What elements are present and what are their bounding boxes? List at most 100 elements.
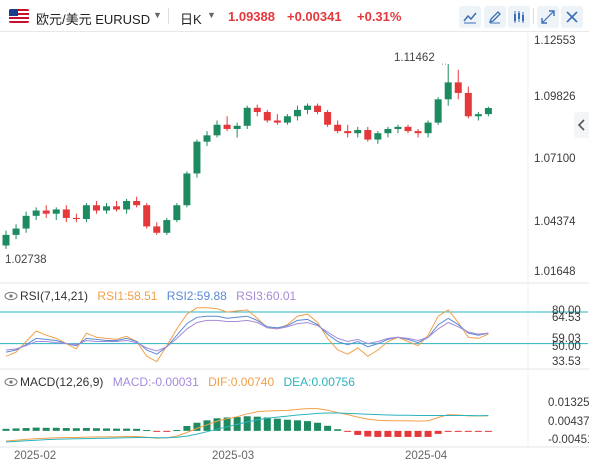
macd-bar xyxy=(133,428,141,431)
toolbar-divider xyxy=(533,8,534,24)
interval-selector[interactable]: 日K xyxy=(180,12,202,27)
price-axis-tick: 1.04374 xyxy=(534,216,576,228)
candle-body xyxy=(233,125,241,129)
macd-bar xyxy=(62,428,70,431)
macd-bar xyxy=(354,430,362,435)
candle-body xyxy=(354,130,362,134)
macd-bar xyxy=(304,421,311,431)
rsi3-value: RSI3:60.01 xyxy=(236,289,297,303)
rsi-series-line xyxy=(5,315,489,355)
macd-bar xyxy=(153,430,161,432)
candle-body xyxy=(283,116,291,123)
us-flag-icon xyxy=(9,9,29,23)
candle-body xyxy=(42,210,50,214)
candle-body xyxy=(454,82,462,93)
candle-body xyxy=(113,206,121,210)
chart-type-button[interactable] xyxy=(459,6,481,28)
macd-value: MACD:-0.00031 xyxy=(112,375,199,389)
macd-bar xyxy=(314,422,322,431)
macd-bar xyxy=(173,430,181,432)
candle-body xyxy=(243,107,251,126)
price-axis-tick: 1.07100 xyxy=(534,153,576,165)
macd-bar xyxy=(394,430,402,437)
price-axis-tick: 1.12553 xyxy=(534,35,576,47)
macd-axis-tick: 0.00437 xyxy=(548,416,589,428)
dea-line xyxy=(5,412,489,443)
price-change: +0.00341 xyxy=(287,9,342,24)
macd-bar xyxy=(203,420,211,431)
rsi-legend: RSI(7,14,21) RSI1:58.51 RSI2:59.88 RSI3:… xyxy=(20,289,296,303)
close-icon xyxy=(566,11,578,23)
chart-canvas[interactable] xyxy=(0,32,589,472)
candle-body xyxy=(163,220,171,233)
candle-body xyxy=(62,209,70,218)
macd-bar xyxy=(42,427,50,431)
candle-body xyxy=(223,124,231,129)
low-price-label: 1.02738 xyxy=(5,254,47,266)
draw-tool-button[interactable] xyxy=(484,6,506,28)
macd-bar xyxy=(404,430,412,437)
candle-body xyxy=(253,107,261,113)
candle-body xyxy=(22,215,30,229)
candle-body xyxy=(143,205,151,227)
macd-bar xyxy=(213,418,221,431)
dif-line xyxy=(5,408,489,442)
candle-body xyxy=(324,112,332,125)
collapse-panel-button[interactable] xyxy=(574,112,589,138)
macd-bar xyxy=(474,430,482,432)
candle-body xyxy=(364,130,372,140)
indicators-icon xyxy=(514,11,524,23)
dea-value: DEA:0.00756 xyxy=(283,375,355,389)
candle-body xyxy=(474,114,482,117)
macd-bar xyxy=(454,430,462,432)
price-change-percent: +0.31% xyxy=(357,9,402,24)
candle-body xyxy=(334,124,342,132)
macd-bar xyxy=(263,417,271,431)
price-axis-tick: 1.01648 xyxy=(534,266,576,278)
rsi-axis-tick: 59.03 xyxy=(552,333,581,345)
macd-bar xyxy=(464,430,472,432)
macd-bar xyxy=(92,428,100,431)
macd-bar xyxy=(364,430,372,437)
candle-body xyxy=(133,200,141,206)
rsi-title: RSI(7,14,21) xyxy=(20,289,89,303)
indicators-button[interactable] xyxy=(508,6,530,28)
candle-body xyxy=(484,108,492,115)
rsi-axis-tick: 64.53 xyxy=(552,312,581,324)
candle-body xyxy=(32,210,40,216)
macd-bar xyxy=(334,429,342,431)
chevron-down-icon[interactable]: ▼ xyxy=(207,10,216,20)
candle-body xyxy=(153,226,161,233)
time-axis-label: 2025-03 xyxy=(212,450,255,462)
candle-body xyxy=(293,109,301,117)
macd-bar xyxy=(12,428,20,431)
last-price: 1.09388 xyxy=(228,9,275,24)
chart-toolbar: 欧元/美元 EURUSD ▼ 日K ▼ 1.09388 +0.00341 +0.… xyxy=(0,0,589,32)
candle-body xyxy=(394,126,402,129)
macd-bar xyxy=(113,428,121,431)
macd-bar xyxy=(253,416,261,431)
macd-bar xyxy=(293,420,301,431)
macd-bar xyxy=(444,430,452,432)
macd-bar xyxy=(22,428,30,431)
candle-body xyxy=(183,173,191,206)
hide-eye-icon[interactable] xyxy=(4,289,18,303)
macd-bar xyxy=(183,425,191,431)
macd-bar xyxy=(52,427,60,431)
chevron-down-icon[interactable]: ▼ xyxy=(153,10,162,20)
rsi-series-line xyxy=(5,307,489,363)
close-button[interactable] xyxy=(561,6,583,28)
fullscreen-button[interactable] xyxy=(537,6,559,28)
candle-body xyxy=(314,105,322,113)
macd-bar xyxy=(273,418,281,431)
candle-body xyxy=(72,217,80,220)
dif-value: DIF:0.00740 xyxy=(208,375,275,389)
symbol-selector[interactable]: 欧元/美元 EURUSD xyxy=(36,12,151,27)
macd-bar xyxy=(484,430,492,432)
hide-eye-icon[interactable] xyxy=(4,375,18,389)
toolbar-divider xyxy=(168,8,169,24)
macd-bar xyxy=(324,425,332,431)
macd-title: MACD(12,26,9) xyxy=(20,375,104,389)
macd-bar xyxy=(424,430,432,437)
candle-body xyxy=(304,105,311,110)
